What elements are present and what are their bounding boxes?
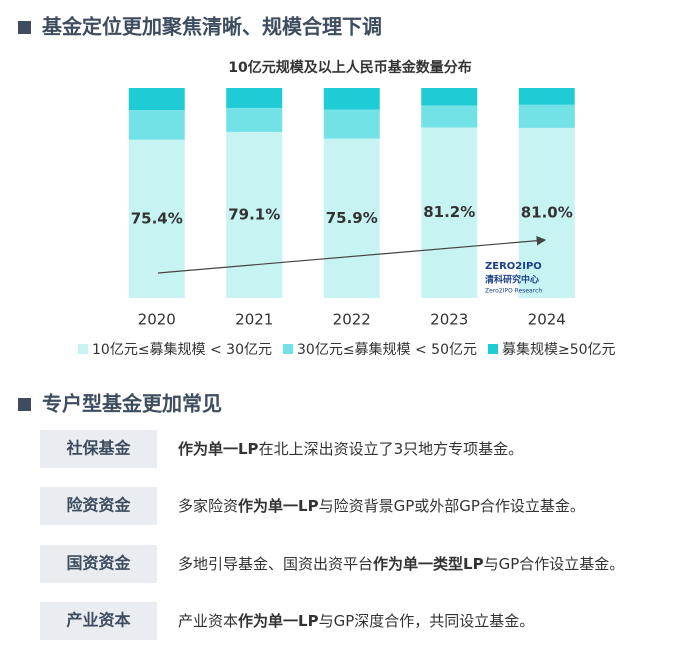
bar-segment [518, 127, 575, 299]
bar-segment [323, 88, 380, 110]
legend-label: 30亿元≤募集规模 < 50亿元 [297, 341, 477, 358]
bar-segment [323, 109, 380, 139]
row-text-part: 作为单一LP [238, 497, 319, 515]
bar-segment [226, 107, 283, 132]
bar-segment [421, 88, 478, 106]
row-text-part: 在北上深出资设立了3只地方专项基金。 [259, 440, 524, 458]
bar-segment [518, 104, 575, 128]
row-text-part: 多家险资 [178, 497, 238, 515]
row-text-part: 与GP深度合作，共同设立基金。 [319, 612, 535, 630]
logo-brand: ZERO2IPO [485, 261, 542, 272]
data-label: 79.1% [228, 205, 280, 223]
legend-label: 募集规模≥50亿元 [502, 341, 616, 358]
row-text-part: 产业资本 [178, 612, 238, 630]
row-label: 产业资本 [66, 611, 130, 630]
logo-name: 清科研究中心 [485, 274, 539, 286]
heading-marker [18, 21, 31, 34]
heading: 基金定位更加聚焦清晰、规模合理下调 [42, 15, 382, 39]
bar-segment [128, 110, 185, 140]
chart-title: 10亿元规模及以上人民币基金数量分布 [228, 59, 471, 76]
bar-segment [323, 138, 380, 298]
legend-swatch [78, 344, 88, 354]
bar-segment [226, 131, 283, 298]
x-tick-label: 2023 [430, 311, 468, 329]
row-label-box [40, 487, 157, 525]
data-label: 75.4% [131, 209, 183, 227]
x-tick-label: 2020 [138, 311, 176, 329]
data-label: 81.0% [521, 203, 573, 221]
trend-arrow [157, 235, 547, 274]
heading: 专户型基金更加常见 [42, 392, 222, 416]
data-label: 81.2% [423, 203, 475, 221]
row-text: 产业资本作为单一LP与GP深度合作，共同设立基金。 [178, 612, 534, 630]
row-label-box [40, 545, 157, 583]
legend-swatch [283, 344, 293, 354]
row-text-part: 作为单一LP [178, 440, 259, 458]
x-tick-label: 2022 [333, 311, 371, 329]
row-label: 国资资金 [66, 554, 131, 573]
bar-segment [518, 88, 575, 105]
row-text: 多地引导基金、国资出资平台作为单一类型LP与GP合作设立基金。 [178, 555, 624, 573]
legend-label: 10亿元≤募集规模 < 30亿元 [92, 341, 272, 358]
row-text-part: 与GP合作设立基金。 [484, 555, 625, 573]
bar-segment [421, 105, 478, 128]
bar-segment [128, 88, 185, 111]
row-label: 险资资金 [66, 496, 131, 515]
x-tick-label: 2024 [528, 311, 566, 329]
row-label: 社保基金 [65, 439, 131, 458]
row-text: 作为单一LP在北上深出资设立了3只地方专项基金。 [178, 440, 523, 458]
row-text-part: 作为单一LP [238, 612, 319, 630]
x-tick-label: 2021 [235, 311, 273, 329]
row-label-box [40, 430, 157, 468]
row-text-part: 作为单一类型LP [373, 555, 484, 573]
heading-marker [18, 398, 31, 411]
row-text-part: 多地引导基金、国资出资平台 [178, 555, 373, 573]
row-text: 多家险资作为单一LP与险资背景GP或外部GP合作设立基金。 [178, 497, 585, 515]
bar-segment [421, 127, 478, 298]
legend-swatch [488, 344, 498, 354]
row-text-part: 与险资背景GP或外部GP合作设立基金。 [319, 497, 585, 515]
row-label-box [40, 602, 157, 640]
logo-sub: Zero2IPO Research [485, 288, 542, 295]
data-label: 75.9% [326, 209, 378, 227]
bar-segment [226, 88, 283, 108]
